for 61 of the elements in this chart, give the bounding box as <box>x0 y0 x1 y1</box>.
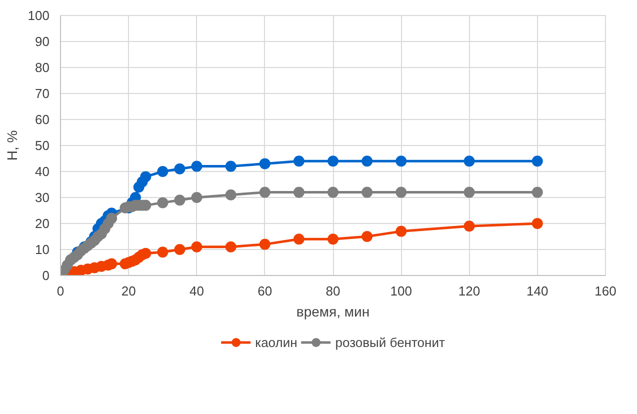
x-tick-label: 40 <box>190 284 204 298</box>
point <box>157 246 168 258</box>
point <box>225 241 236 252</box>
point <box>140 248 152 259</box>
legend-label: каолин <box>255 334 298 350</box>
y-tick-label: 80 <box>35 60 50 75</box>
point <box>532 186 543 198</box>
point <box>191 192 202 203</box>
y-tick-label: 30 <box>35 190 50 205</box>
point <box>157 197 168 208</box>
point <box>464 186 475 198</box>
point <box>362 156 373 167</box>
y-tick-label: 60 <box>35 112 50 127</box>
y-tick-label: 70 <box>35 86 50 101</box>
point <box>362 186 373 198</box>
point <box>225 189 236 200</box>
point <box>464 156 475 167</box>
point <box>174 244 186 255</box>
y-axis-title: H, % <box>4 130 20 161</box>
point <box>532 156 543 167</box>
y-tick-label: 90 <box>35 34 50 49</box>
y-tick-label: 20 <box>35 216 50 231</box>
point <box>396 156 407 167</box>
point <box>157 166 168 177</box>
y-tick-label: 50 <box>35 138 50 153</box>
x-tick-label: 100 <box>390 284 412 298</box>
point <box>174 163 186 174</box>
x-tick-label: 60 <box>258 284 272 298</box>
point <box>293 156 304 167</box>
point <box>174 194 186 206</box>
point <box>106 258 118 270</box>
y-tick-label: 40 <box>35 164 50 179</box>
x-tick-label: 160 <box>594 284 616 298</box>
point <box>396 226 407 237</box>
point <box>328 186 338 198</box>
point <box>140 171 152 182</box>
point <box>259 238 270 250</box>
x-tick-label: 0 <box>56 284 64 298</box>
point <box>191 241 202 252</box>
y-tick-label: 0 <box>42 268 50 283</box>
point <box>328 156 338 167</box>
x-tick-label: 140 <box>526 284 548 298</box>
point <box>225 160 236 172</box>
point <box>259 158 270 170</box>
point <box>464 220 475 232</box>
legend-label: розовый бентонит <box>335 334 445 350</box>
x-axis-title: время, мин <box>296 304 370 320</box>
point <box>191 160 202 172</box>
point <box>293 186 304 198</box>
point <box>362 231 373 242</box>
point <box>396 186 407 198</box>
x-tick-label: 120 <box>458 284 480 298</box>
point <box>328 234 338 245</box>
point <box>532 218 543 229</box>
y-tick-label: 100 <box>28 8 50 23</box>
point <box>106 212 118 224</box>
y-tick-label: 10 <box>35 242 50 257</box>
point <box>293 234 304 245</box>
x-tick-label: 80 <box>326 284 340 298</box>
x-tick-label: 20 <box>121 284 136 298</box>
point <box>259 186 270 198</box>
